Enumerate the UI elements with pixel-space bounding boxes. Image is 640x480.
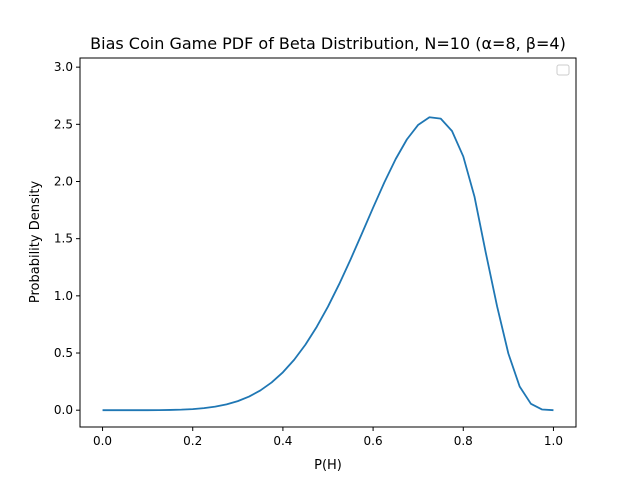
- y-tick-label: 3.0: [54, 60, 73, 74]
- y-tick-label: 0.0: [54, 403, 73, 417]
- y-tick-label: 2.0: [54, 174, 73, 188]
- x-tick-label: 0.8: [454, 434, 473, 448]
- plot-frame: [79, 57, 577, 428]
- y-tick-label: 1.5: [54, 232, 73, 246]
- x-axis: 0.0 0.2 0.4 0.6 0.8 1.0: [93, 427, 563, 448]
- chart-title: Bias Coin Game PDF of Beta Distribution,…: [90, 34, 566, 53]
- x-axis-label: P(H): [314, 458, 342, 473]
- x-tick-label: 1.0: [544, 434, 563, 448]
- x-tick-label: 0.6: [364, 434, 383, 448]
- plot-area: [102, 116, 554, 412]
- y-tick-label: 1.0: [54, 289, 73, 303]
- y-axis: 0.0 0.5 1.0 1.5 2.0 2.5 3.0: [54, 60, 80, 417]
- x-tick-label: 0.4: [273, 434, 292, 448]
- series-line-0: [102, 116, 554, 412]
- y-tick-label: 2.5: [54, 117, 73, 131]
- y-tick-label: 0.5: [54, 346, 73, 360]
- y-axis-label: Probability Density: [28, 181, 43, 304]
- x-tick-label: 0.2: [183, 434, 202, 448]
- x-tick-label: 0.0: [93, 434, 112, 448]
- legend-box: [556, 64, 570, 76]
